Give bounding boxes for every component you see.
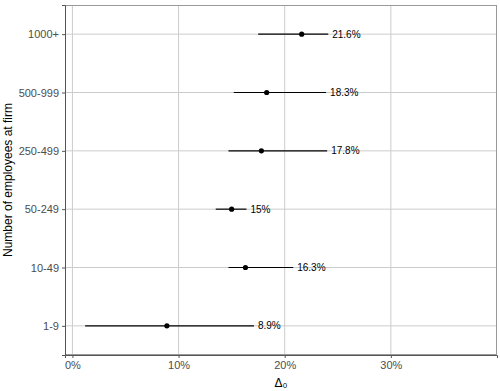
x-tick-mark bbox=[391, 355, 392, 358]
point bbox=[229, 207, 234, 212]
x-tick-label: 30% bbox=[380, 359, 402, 371]
x-tick: 0% bbox=[65, 355, 81, 371]
error-bar bbox=[228, 150, 327, 151]
y-tick-mark bbox=[62, 151, 65, 152]
data-labels: 8.9% 16.3% 15% 17.8% 18.3% 21.6% bbox=[251, 29, 361, 332]
grid-line-x bbox=[390, 5, 391, 355]
data-label: 16.3% bbox=[297, 262, 325, 273]
y-axis: 1-9 10-49 50-249 250-499 500-999 1000+ bbox=[19, 6, 66, 356]
y-tick-mark bbox=[62, 268, 65, 269]
point bbox=[299, 32, 304, 37]
data-label: 18.3% bbox=[330, 87, 358, 98]
y-tick-label: 250-499 bbox=[19, 145, 59, 157]
x-tick: 30% bbox=[380, 355, 402, 371]
y-tick-label: 1-9 bbox=[43, 320, 59, 332]
plot-frame bbox=[66, 6, 497, 355]
y-tick-mark bbox=[62, 93, 65, 94]
y-axis-line bbox=[62, 6, 66, 356]
y-tick-label: 500-999 bbox=[19, 87, 59, 99]
x-tick-label: 20% bbox=[274, 359, 296, 371]
error-bar bbox=[85, 325, 254, 326]
x-tick-mark bbox=[285, 355, 286, 358]
chart: 8.9% 16.3% 15% 17.8% 18.3% 21.6% 0% 10% 20% 30% 1-… bbox=[0, 0, 500, 391]
grid-line-y bbox=[65, 267, 497, 268]
grid-line-y bbox=[65, 209, 497, 210]
grid-line-y bbox=[65, 92, 497, 93]
y-axis-title: Number of employees at firm bbox=[1, 103, 15, 257]
y-tick-label: 50-249 bbox=[25, 203, 59, 215]
x-axis-line bbox=[66, 356, 498, 359]
x-tick-mark bbox=[179, 355, 180, 358]
grid-line-y bbox=[65, 325, 497, 326]
y-tick-label: 10-49 bbox=[31, 262, 59, 274]
y-tick: 500-999 bbox=[19, 87, 65, 99]
y-tick: 50-249 bbox=[25, 203, 65, 215]
point bbox=[243, 265, 248, 270]
y-tick-mark bbox=[62, 209, 65, 210]
y-tick: 250-499 bbox=[19, 145, 65, 157]
grid-line-x bbox=[284, 5, 285, 355]
data-label: 15% bbox=[251, 204, 271, 215]
data-label: 21.6% bbox=[332, 29, 360, 40]
grid bbox=[65, 5, 497, 355]
y-tick-mark bbox=[62, 326, 65, 327]
x-tick: 10% bbox=[168, 355, 190, 371]
error-bar bbox=[234, 92, 326, 93]
point bbox=[264, 90, 269, 95]
x-tick: 20% bbox=[274, 355, 296, 371]
y-tick-mark bbox=[62, 34, 65, 35]
y-tick: 1-9 bbox=[43, 320, 65, 332]
grid-line-y bbox=[65, 34, 497, 35]
plot-background bbox=[65, 5, 497, 355]
plot: 8.9% 16.3% 15% 17.8% 18.3% 21.6% 0% 10% 20% 30% 1-… bbox=[19, 5, 498, 371]
grid-line-x bbox=[72, 5, 73, 355]
point bbox=[164, 323, 169, 328]
point bbox=[259, 148, 264, 153]
data-label: 17.8% bbox=[331, 145, 359, 156]
x-tick-label: 10% bbox=[168, 359, 190, 371]
y-tick: 10-49 bbox=[31, 262, 65, 274]
marks bbox=[85, 32, 328, 329]
x-tick-label: 0% bbox=[65, 359, 81, 371]
x-axis: 0% 10% 20% 30% bbox=[65, 355, 498, 371]
error-bar bbox=[228, 267, 293, 268]
x-tick-mark bbox=[72, 355, 73, 358]
data-label: 8.9% bbox=[258, 320, 281, 331]
x-axis-title: Δ₀ bbox=[275, 376, 288, 390]
grid-line-y bbox=[65, 150, 497, 151]
grid-line-x bbox=[178, 5, 179, 355]
error-bar bbox=[258, 34, 328, 35]
y-tick: 1000+ bbox=[28, 28, 65, 40]
y-tick-label: 1000+ bbox=[28, 28, 59, 40]
